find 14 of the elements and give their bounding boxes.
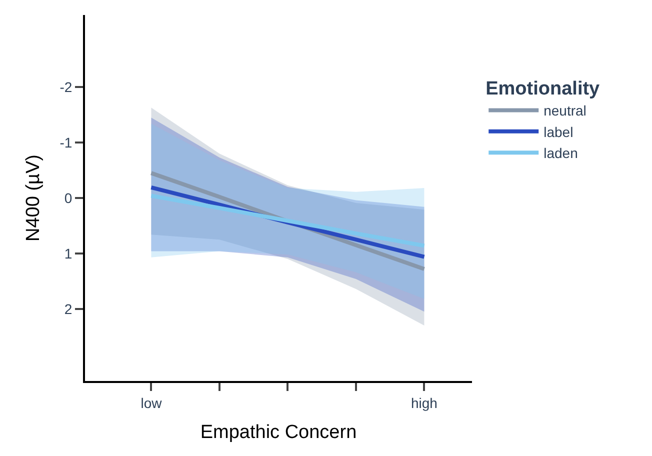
legend-title: Emotionality <box>486 78 600 100</box>
legend-label: laden <box>544 145 578 162</box>
legend-label: neutral <box>544 102 586 119</box>
y-tick-label: 0 <box>64 190 72 206</box>
line-series <box>149 194 426 248</box>
x-tick-label: low <box>140 394 163 411</box>
x-axis-title: Empathic Concern <box>200 422 357 444</box>
legend-label: label <box>544 124 574 140</box>
y-axis-title: N400 (µV) <box>23 154 44 242</box>
y-tick-label: -1 <box>60 134 72 150</box>
y-tick-label: -2 <box>60 78 72 95</box>
x-tick-label: high <box>410 394 438 411</box>
y-tick-label: 2 <box>64 300 72 317</box>
y-tick-label: 1 <box>64 245 72 262</box>
